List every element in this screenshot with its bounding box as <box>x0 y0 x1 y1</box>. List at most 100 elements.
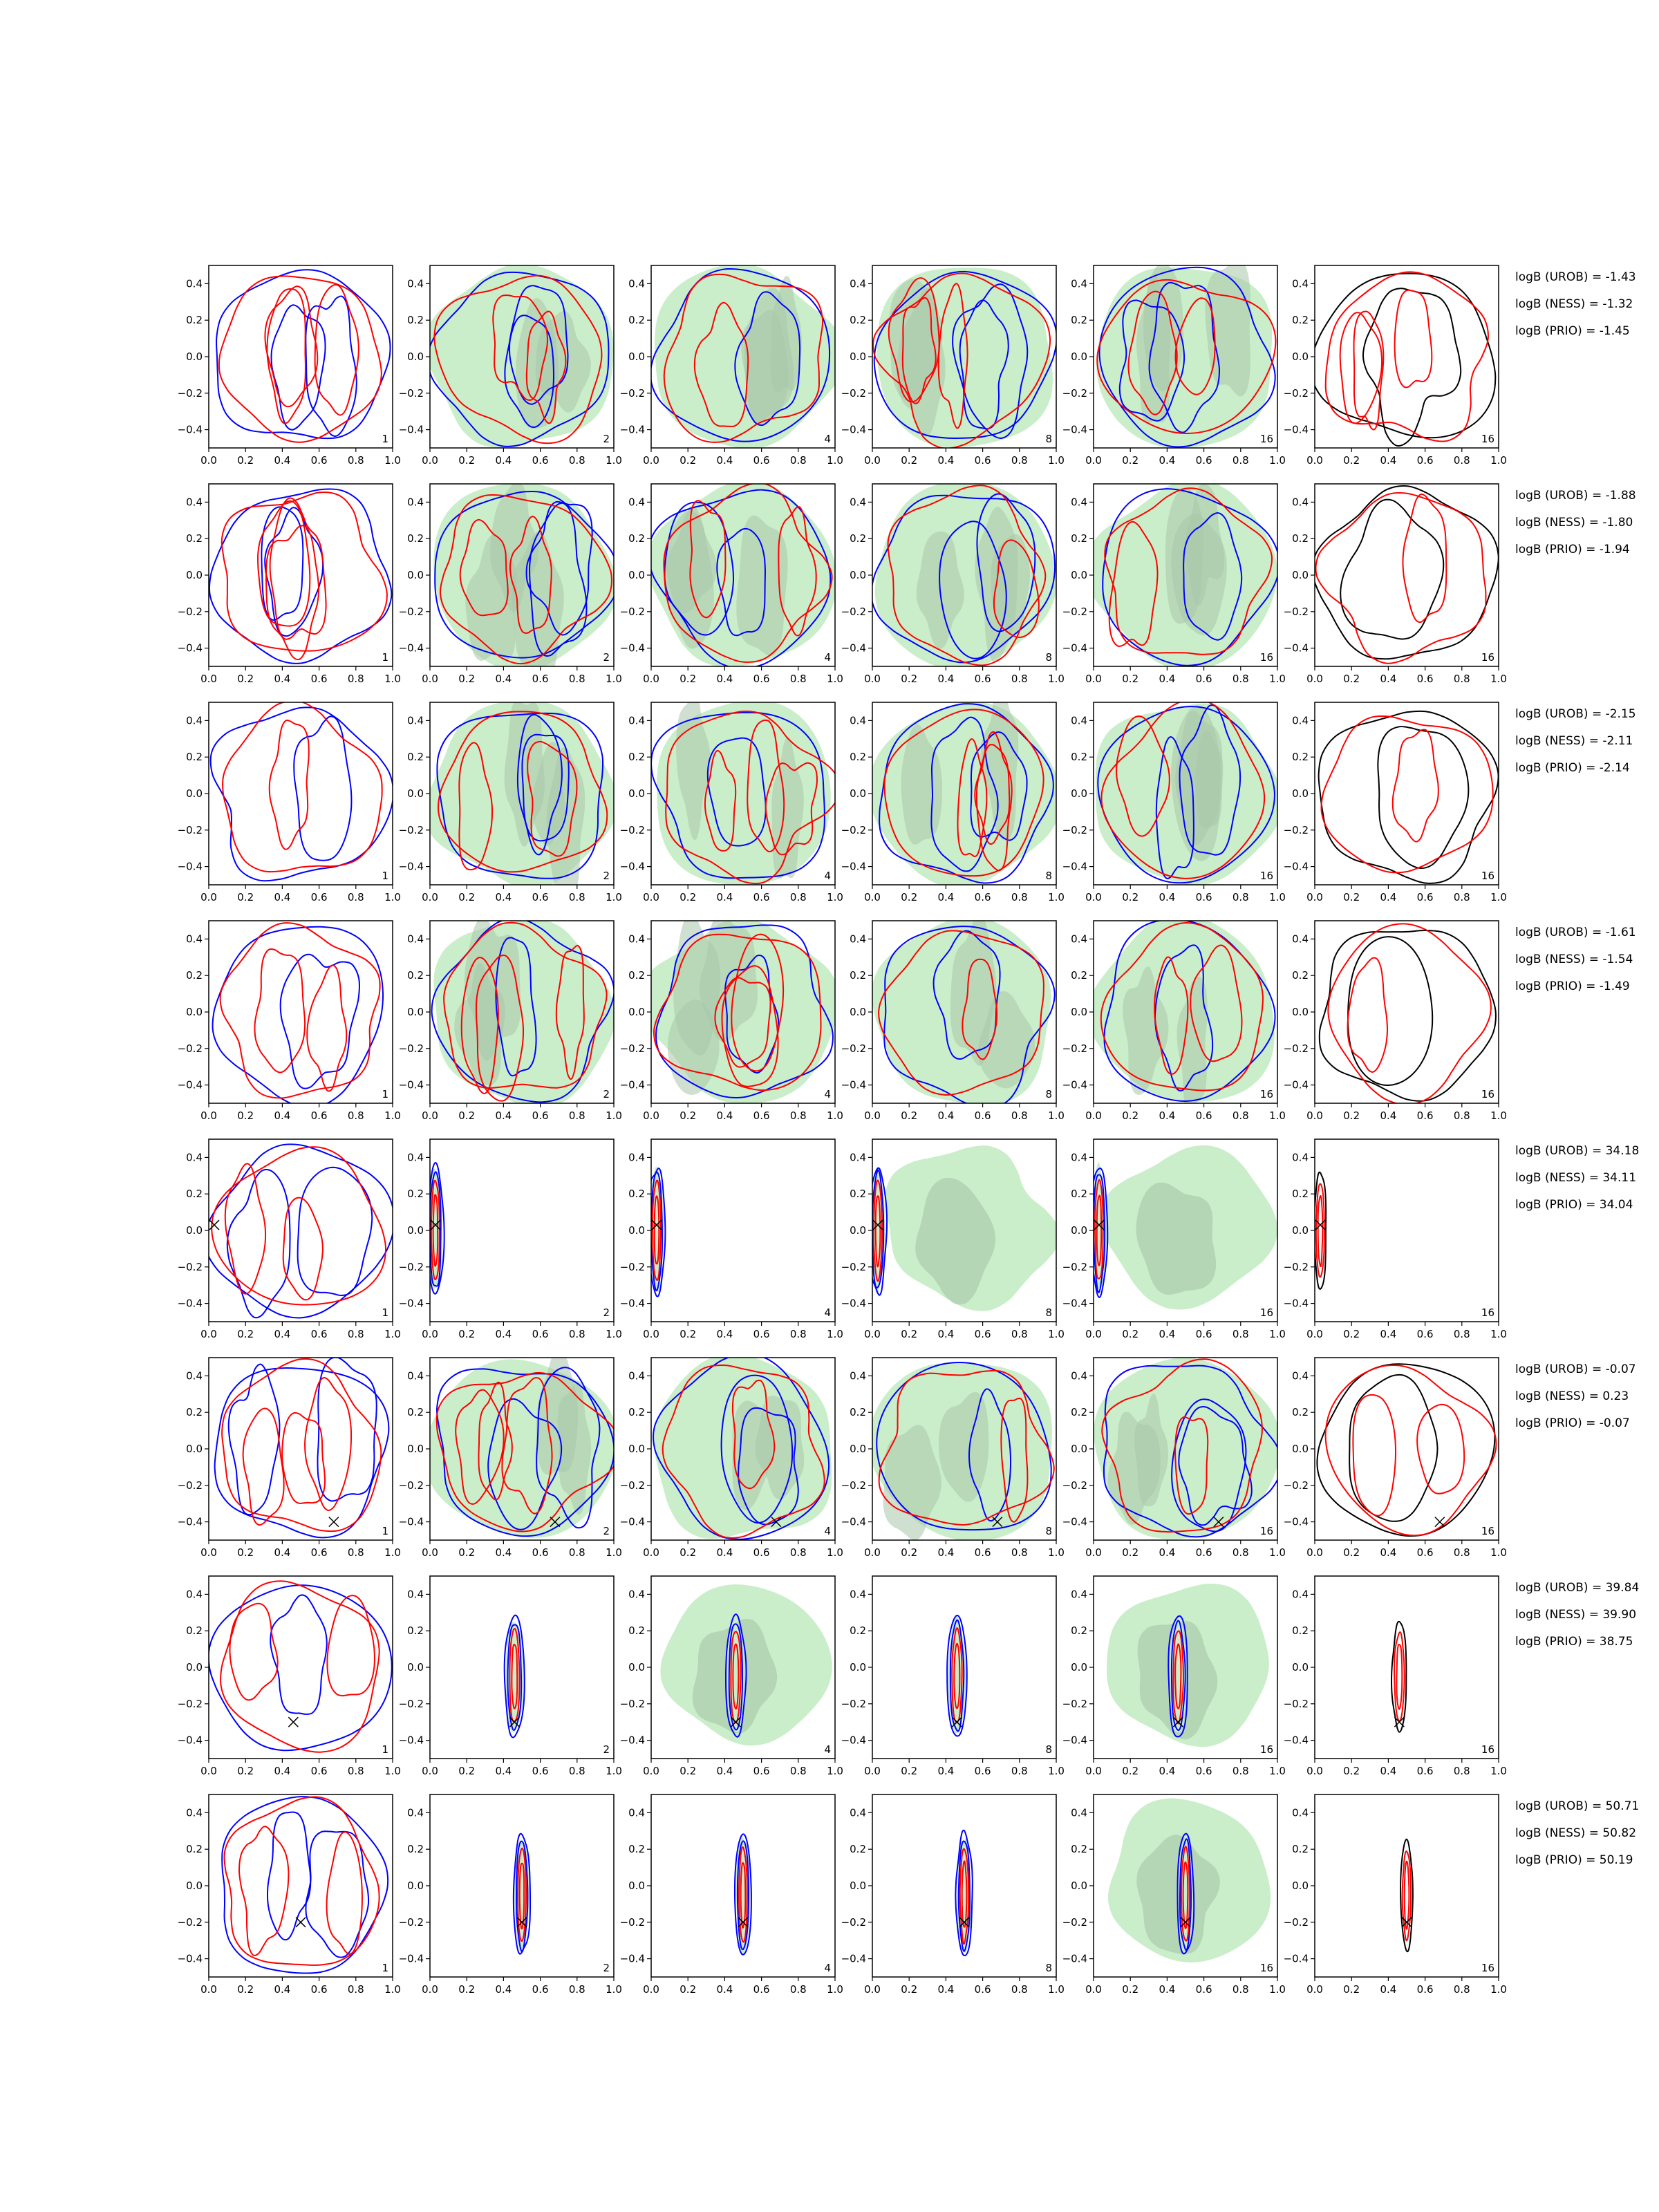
y-tick-label: 0.0 <box>628 1006 645 1018</box>
x-tick-label: 0.4 <box>274 1765 290 1777</box>
x-tick-label: 1.0 <box>1048 1765 1065 1777</box>
x-tick-label: 0.2 <box>458 1109 475 1122</box>
y-tick-label: 0.2 <box>850 751 866 763</box>
y-tick-label: 0.4 <box>407 1806 424 1819</box>
logb-label: logB (PRIO) = -1.49 <box>1515 980 1630 993</box>
y-tick-label: 0.2 <box>850 532 866 545</box>
x-tick-label: 1.0 <box>1269 891 1286 903</box>
y-tick-label: 0.0 <box>1292 1443 1309 1455</box>
ness-contour <box>663 484 833 663</box>
y-tick-label: −0.2 <box>620 1916 645 1929</box>
y-tick-label: −0.2 <box>841 1261 866 1273</box>
x-tick-label: 0.8 <box>348 1328 364 1340</box>
y-tick-label: 0.0 <box>1071 1224 1087 1237</box>
ness-contour <box>501 1377 553 1515</box>
panel-count-label: 16 <box>1481 1525 1494 1537</box>
panel-r7-c6: 0.0 0.2 0.4 0.6 0.8 1.0 0.4 0.2 0.0 −0.2 −0.4 16 <box>1284 1575 1507 1777</box>
x-tick-label: 0.8 <box>1011 891 1028 903</box>
y-tick-label: −0.4 <box>620 424 645 436</box>
urob-contour <box>955 1829 973 1957</box>
y-tick-label: 0.2 <box>1292 1188 1309 1200</box>
y-tick-label: −0.4 <box>399 1297 424 1310</box>
x-tick-label: 0.4 <box>937 1983 954 1996</box>
ness-contour <box>460 957 499 1094</box>
x-tick-label: 0.6 <box>1417 1546 1434 1559</box>
x-tick-label: 1.0 <box>1048 1546 1065 1559</box>
y-tick-label: 0.4 <box>850 714 866 727</box>
panel-count-label: 1 <box>382 1306 388 1319</box>
y-tick-label: 0.4 <box>628 1151 645 1163</box>
panel-count-label: 8 <box>1045 1962 1052 1974</box>
panel-r8-c3: 0.0 0.2 0.4 0.6 0.8 1.0 0.4 0.2 0.0 −0.2 −0.4 4 <box>620 1794 843 1996</box>
ness-contour <box>704 750 737 852</box>
urob-contour <box>1094 1174 1106 1293</box>
ness-contour <box>1327 923 1492 1103</box>
y-tick-label: 0.0 <box>1292 569 1309 581</box>
urob-contour <box>504 315 554 429</box>
urob-contour <box>305 1830 370 1958</box>
y-tick-label: −0.4 <box>1062 861 1087 873</box>
panel-r7-c3: 0.0 0.2 0.4 0.6 0.8 1.0 0.4 0.2 0.0 −0.2 −0.4 4 <box>620 1575 843 1777</box>
true-parameter-marker <box>550 1517 561 1528</box>
urob-contour <box>653 1358 830 1540</box>
y-tick-label: 0.2 <box>186 314 203 326</box>
panel-count-label: 2 <box>603 1962 610 1974</box>
x-tick-label: 0.4 <box>1159 1765 1175 1777</box>
y-tick-label: 0.0 <box>1292 1006 1309 1018</box>
ness-contour <box>1347 957 1389 1073</box>
y-tick-label: 0.0 <box>628 1880 645 1892</box>
ness-contour <box>1000 1397 1029 1523</box>
x-tick-label: 0.0 <box>1306 891 1323 903</box>
x-tick-label: 0.4 <box>937 673 954 685</box>
panel-r5-c5: 0.0 0.2 0.4 0.6 0.8 1.0 0.4 0.2 0.0 −0.2 −0.4 16 <box>1062 1138 1286 1340</box>
y-tick-label: 0.4 <box>1071 277 1087 290</box>
logb-annotations-row-5: logB (UROB) = 34.18 logB (NESS) = 34.11 lo… <box>1515 1144 1639 1212</box>
ness-contour <box>730 1631 742 1724</box>
y-tick-label: 0.0 <box>1071 1443 1087 1455</box>
x-tick-label: 1.0 <box>1490 1983 1507 1996</box>
x-tick-label: 0.2 <box>901 454 917 467</box>
ness-contour <box>264 285 319 408</box>
x-tick-label: 0.2 <box>679 1765 696 1777</box>
y-tick-label: 0.2 <box>1071 751 1087 763</box>
y-tick-label: −0.4 <box>1284 1953 1309 1965</box>
x-tick-label: 0.6 <box>532 1983 549 1996</box>
urob-contour <box>976 493 1036 632</box>
ness-contour <box>878 930 1044 1096</box>
ness-contour <box>1190 944 1243 1062</box>
y-tick-label: −0.2 <box>620 387 645 400</box>
panel-r7-c4: 0.0 0.2 0.4 0.6 0.8 1.0 0.4 0.2 0.0 −0.2 −0.4 8 <box>841 1575 1065 1777</box>
y-tick-label: −0.2 <box>399 387 424 400</box>
y-tick-label: −0.4 <box>178 1516 203 1528</box>
x-tick-label: 0.6 <box>975 1546 991 1559</box>
urob-contour <box>1098 266 1276 448</box>
x-tick-label: 0.2 <box>458 1328 475 1340</box>
panel-r1-c5: 0.0 0.2 0.4 0.6 0.8 1.0 0.4 0.2 0.0 −0.2 −0.4 16 <box>1062 265 1286 467</box>
x-tick-label: 1.0 <box>1269 1983 1286 1996</box>
panel-count-label: 16 <box>1260 870 1273 882</box>
y-tick-label: 0.4 <box>186 496 203 508</box>
x-tick-label: 0.6 <box>1417 891 1434 903</box>
ness-contour <box>257 500 311 627</box>
y-tick-label: 0.4 <box>1071 932 1087 945</box>
y-tick-label: −0.2 <box>178 1916 203 1929</box>
x-tick-label: 0.4 <box>274 1546 290 1559</box>
panel-r7-c5: 0.0 0.2 0.4 0.6 0.8 1.0 0.4 0.2 0.0 −0.2 −0.4 16 <box>1062 1575 1286 1777</box>
y-tick-label: −0.4 <box>1284 642 1309 655</box>
x-tick-label: 0.4 <box>495 454 512 467</box>
urob-contour <box>651 1171 664 1292</box>
x-tick-label: 0.6 <box>532 1109 549 1122</box>
y-tick-label: 0.2 <box>1292 1843 1309 1855</box>
urob-contour <box>872 1167 888 1296</box>
x-tick-label: 0.2 <box>237 1765 254 1777</box>
ness-contour <box>765 762 818 856</box>
logb-label: logB (PRIO) = -0.07 <box>1515 1416 1630 1430</box>
y-tick-label: 0.2 <box>407 1843 424 1855</box>
prio-contour <box>1318 929 1497 1102</box>
x-tick-label: 0.4 <box>1380 1546 1396 1559</box>
x-tick-label: 0.2 <box>901 891 917 903</box>
y-tick-label: −0.4 <box>841 642 866 655</box>
x-tick-label: 0.8 <box>1011 1109 1028 1122</box>
x-tick-label: 0.4 <box>716 1546 733 1559</box>
y-tick-label: 0.0 <box>407 1006 424 1018</box>
